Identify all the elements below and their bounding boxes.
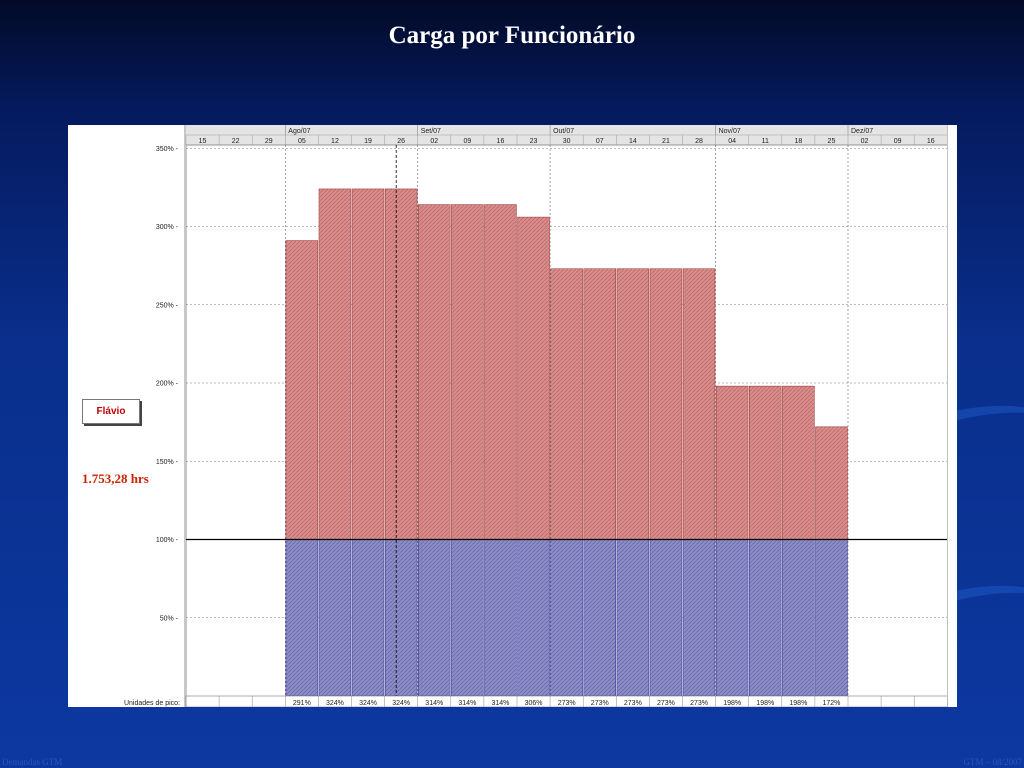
y-tick-label: 350% - [156, 146, 179, 153]
bar-allocated [715, 539, 749, 697]
bar-overallocated [583, 268, 616, 540]
peak-value-label: 273% [657, 700, 675, 707]
bar-allocated [384, 539, 418, 697]
peak-value-label: 314% [425, 700, 443, 707]
month-label: Out/07 [553, 128, 574, 135]
bar-overallocated [715, 385, 749, 540]
week-label: 28 [695, 138, 703, 145]
bar-allocated [285, 539, 319, 697]
week-label: 07 [596, 138, 604, 145]
month-label: Set/07 [421, 128, 441, 135]
bar-overallocated [782, 385, 815, 540]
bar-allocated [748, 539, 782, 697]
bar-overallocated [417, 204, 451, 540]
peak-value-label: 291% [293, 700, 311, 707]
bar-allocated [815, 539, 848, 697]
week-label: 19 [364, 138, 372, 145]
bar-overallocated [550, 268, 583, 540]
resource-name-box[interactable]: Flávio [82, 399, 140, 424]
week-label: 22 [232, 138, 240, 145]
resource-name: Flávio [96, 406, 126, 417]
bar-allocated [649, 539, 683, 697]
bar-allocated [484, 539, 517, 697]
bar-overallocated [285, 240, 319, 540]
week-label: 15 [199, 138, 207, 145]
week-label: 11 [762, 138, 769, 145]
peak-value-label: 314% [458, 700, 476, 707]
week-label: 16 [927, 138, 935, 145]
week-label: 18 [794, 138, 802, 145]
peak-value-label: 324% [326, 700, 344, 707]
y-tick-label: 150% - [156, 459, 179, 466]
week-label: 09 [463, 138, 471, 145]
peak-value-label: 306% [525, 700, 543, 707]
week-label: 02 [861, 138, 869, 145]
bar-overallocated [318, 188, 352, 540]
week-label: 04 [728, 138, 736, 145]
bar-allocated [351, 539, 385, 697]
bar-overallocated [682, 268, 716, 540]
peak-value-label: 314% [491, 700, 509, 707]
bar-overallocated [748, 385, 782, 540]
bar-overallocated [351, 188, 385, 540]
peak-value-label: 324% [359, 700, 377, 707]
bar-allocated [682, 539, 716, 697]
bar-allocated [616, 539, 650, 697]
y-tick-label: 100% - [156, 537, 179, 544]
footer-left: Demandas GTM [2, 757, 63, 767]
week-label: 25 [828, 138, 836, 145]
week-label: 02 [430, 138, 438, 145]
week-label: 16 [497, 138, 505, 145]
peak-value-label: 324% [392, 700, 410, 707]
bar-allocated [417, 539, 451, 697]
bar-overallocated [484, 204, 517, 540]
bar-allocated [782, 539, 815, 697]
week-label: 26 [397, 138, 405, 145]
bar-overallocated [649, 268, 683, 540]
footer-right: GTM – 08/2007 [963, 757, 1023, 767]
bar-overallocated [616, 268, 650, 540]
y-tick-label: 300% - [156, 224, 179, 231]
gutter-strip [184, 125, 187, 707]
peak-value-label: 198% [756, 700, 774, 707]
y-tick-label: 250% - [156, 302, 179, 309]
week-label: 21 [662, 138, 670, 145]
peak-value-label: 198% [789, 700, 807, 707]
bar-overallocated [815, 426, 848, 540]
resource-graph-panel: Ago/07 Set/07 Out/07 Nov/07 Dez/07 15 22 29 05 12… [68, 125, 957, 707]
bar-allocated [318, 539, 352, 697]
y-tick-label: 50% - [160, 615, 179, 622]
bar-allocated [451, 539, 484, 697]
month-label: Ago/07 [288, 128, 310, 135]
resource-hours: 1.753,28 hrs [82, 471, 149, 486]
week-label: 14 [629, 138, 637, 145]
bar-allocated [583, 539, 616, 697]
peak-value-label: 172% [822, 700, 840, 707]
week-label: 05 [298, 138, 306, 145]
peak-value-label: 273% [690, 700, 708, 707]
peak-value-label: 273% [558, 700, 576, 707]
slide-title: Carga por Funcionário [388, 22, 636, 49]
y-tick-label: 200% - [156, 381, 179, 388]
peak-value-label: 273% [624, 700, 642, 707]
bar-overallocated [517, 216, 550, 540]
bar-allocated [517, 539, 550, 697]
peak-units-label: Unidades de pico: [124, 700, 180, 707]
peak-value-label: 273% [591, 700, 609, 707]
week-label: 29 [265, 138, 273, 145]
week-label: 09 [894, 138, 902, 145]
week-label: 12 [331, 138, 339, 145]
week-label: 30 [563, 138, 571, 145]
month-label: Dez/07 [851, 128, 873, 135]
bar-overallocated [451, 204, 484, 540]
month-label: Nov/07 [719, 128, 741, 135]
bar-overallocated [384, 188, 418, 540]
resource-load-chart: Ago/07 Set/07 Out/07 Nov/07 Dez/07 15 22 29 05 12… [124, 125, 948, 707]
week-label: 23 [530, 138, 538, 145]
peak-value-label: 198% [723, 700, 741, 707]
bar-allocated [550, 539, 583, 697]
